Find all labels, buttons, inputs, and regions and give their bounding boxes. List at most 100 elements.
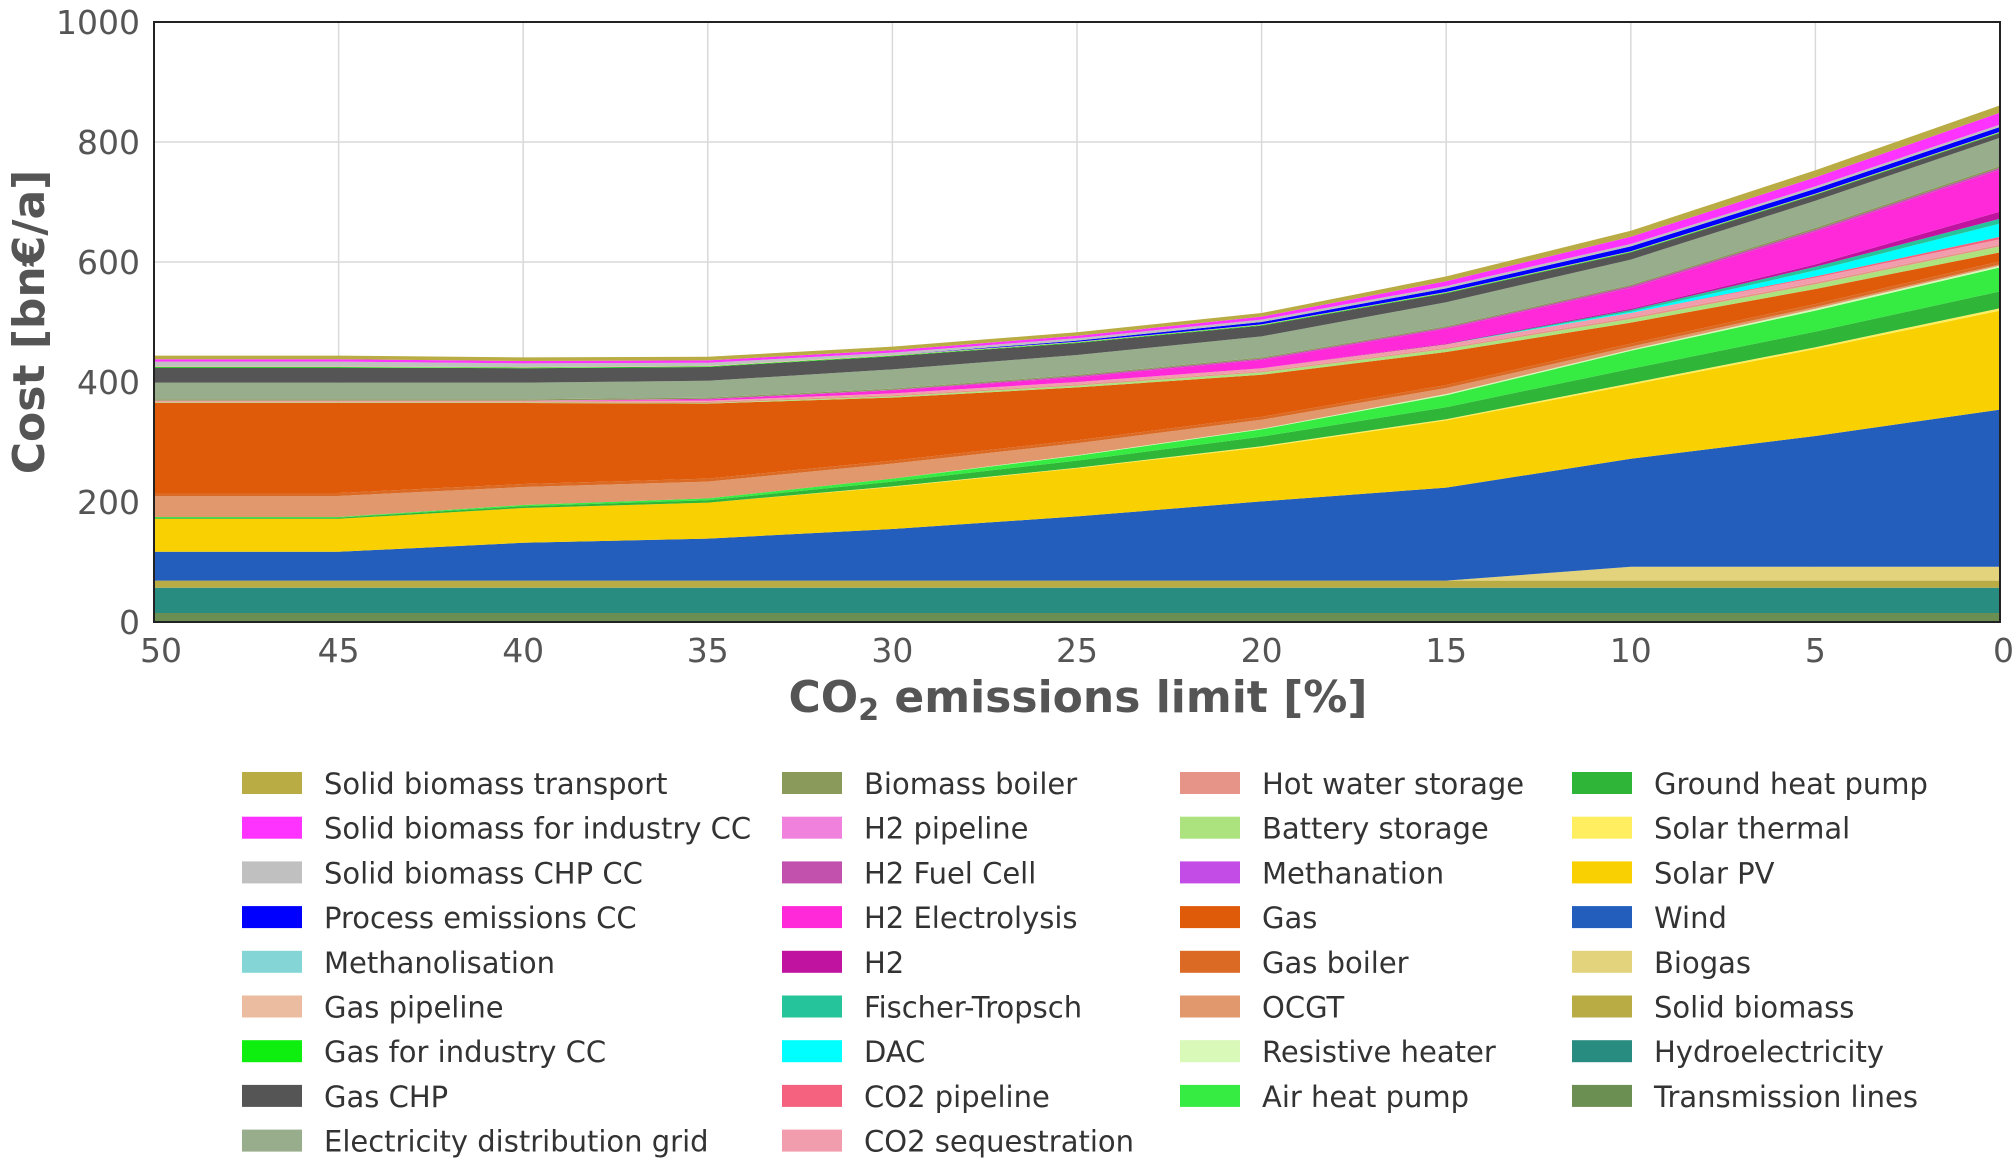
- area-series-hydroelectricity: [154, 587, 2000, 613]
- legend-item-hot-water-storage: Hot water storage: [1180, 767, 1524, 801]
- legend-swatch: [782, 950, 842, 973]
- legend-label: Solid biomass for industry CC: [324, 812, 751, 846]
- legend-label: Fischer-Tropsch: [864, 991, 1082, 1025]
- legend-label: Wind: [1654, 901, 1727, 935]
- area-series-wind: [154, 409, 2000, 581]
- area-series-solid-biomass-for-industry-cc: [154, 112, 2000, 364]
- legend-swatch: [242, 861, 302, 884]
- legend-swatch: [242, 950, 302, 973]
- legend-item-gas-boiler: Gas boiler: [1180, 946, 1409, 980]
- legend-label: Hot water storage: [1262, 767, 1524, 801]
- x-tick-label: 0: [1993, 631, 2012, 670]
- legend-label: H2 Fuel Cell: [864, 856, 1036, 890]
- legend-item-biomass-boiler: Biomass boiler: [782, 767, 1077, 801]
- legend-label: H2: [864, 946, 904, 980]
- x-axis-title: CO2 emissions limit [%]: [789, 672, 1368, 728]
- legend-item-ground-heat-pump: Ground heat pump: [1572, 767, 1928, 801]
- legend-swatch: [782, 1040, 842, 1063]
- legend-item-co2-pipeline: CO2 pipeline: [782, 1080, 1050, 1114]
- x-tick-label: 35: [687, 631, 729, 670]
- legend-item-hydroelectricity: Hydroelectricity: [1572, 1035, 1884, 1069]
- legend-swatch: [1180, 861, 1240, 884]
- area-series-process-emissions-cc: [154, 127, 2000, 367]
- legend-label: Air heat pump: [1262, 1080, 1469, 1114]
- legend-label: H2 Electrolysis: [864, 901, 1078, 935]
- area-layer: [154, 105, 2000, 622]
- legend-item-solar-pv: Solar PV: [1572, 856, 1775, 890]
- legend-swatch: [242, 1084, 302, 1107]
- legend-label: Solid biomass CHP CC: [324, 856, 643, 890]
- legend-label: OCGT: [1262, 991, 1345, 1025]
- x-axis-title-subscript: 2: [858, 693, 879, 728]
- legend-swatch: [782, 1084, 842, 1107]
- legend-item-solid-biomass-chp-cc: Solid biomass CHP CC: [242, 856, 643, 890]
- legend-item-ocgt: OCGT: [1180, 991, 1345, 1025]
- legend-item-gas-chp: Gas CHP: [242, 1080, 448, 1114]
- legend-label: CO2 pipeline: [864, 1080, 1050, 1114]
- legend-swatch: [782, 995, 842, 1018]
- area-series-solid-biomass-transport: [154, 105, 2000, 362]
- legend-swatch: [1180, 1040, 1240, 1063]
- y-axis-ticks: 0 200 400 600 800 1000: [56, 3, 140, 642]
- x-tick-label: 5: [1805, 631, 1826, 670]
- legend-swatch: [1180, 906, 1240, 929]
- legend-swatch: [1180, 995, 1240, 1018]
- legend-swatch: [1572, 816, 1632, 839]
- legend-swatch: [1572, 1040, 1632, 1063]
- legend-label: Gas boiler: [1262, 946, 1409, 980]
- legend-swatch: [782, 861, 842, 884]
- legend-item-gas: Gas: [1180, 901, 1317, 935]
- x-tick-label: 30: [871, 631, 913, 670]
- area-series-gas: [154, 252, 2000, 493]
- legend-item-dac: DAC: [782, 1035, 925, 1069]
- legend-swatch: [1572, 906, 1632, 929]
- x-tick-label: 40: [502, 631, 544, 670]
- legend-swatch: [242, 906, 302, 929]
- legend-swatch: [782, 1129, 842, 1152]
- x-axis-title-main: CO: [789, 672, 859, 723]
- legend-swatch: [1572, 861, 1632, 884]
- legend-label: Electricity distribution grid: [324, 1125, 709, 1159]
- legend-swatch: [1572, 772, 1632, 794]
- area-series-transmission-lines: [154, 613, 2000, 622]
- legend-label: Solid biomass: [1654, 991, 1854, 1025]
- legend-item-solid-biomass-transport: Solid biomass transport: [242, 767, 668, 801]
- y-tick-label: 600: [77, 243, 140, 282]
- area-series-solid-biomass: [154, 580, 2000, 588]
- y-tick-label: 0: [119, 603, 140, 642]
- legend-label: Resistive heater: [1262, 1035, 1496, 1069]
- legend-swatch: [242, 816, 302, 839]
- legend-item-h2-electrolysis: H2 Electrolysis: [782, 901, 1078, 935]
- legend-item-process-emissions-cc: Process emissions CC: [242, 901, 637, 935]
- legend-item-solid-biomass-for-industry-cc: Solid biomass for industry CC: [242, 812, 751, 846]
- y-tick-label: 200: [77, 483, 140, 522]
- legend-label: Solid biomass transport: [324, 767, 668, 801]
- legend-item-h2: H2: [782, 946, 904, 980]
- legend-item-electricity-distribution-grid: Electricity distribution grid: [242, 1125, 709, 1159]
- area-series-solar-pv: [154, 310, 2000, 552]
- x-tick-label: 15: [1425, 631, 1467, 670]
- legend-item-gas-for-industry-cc: Gas for industry CC: [242, 1035, 606, 1069]
- legend-swatch: [242, 1040, 302, 1063]
- legend-label: Hydroelectricity: [1654, 1035, 1884, 1069]
- legend-label: Gas for industry CC: [324, 1035, 606, 1069]
- legend-item-wind: Wind: [1572, 901, 1727, 935]
- legend-label: Solar PV: [1654, 856, 1775, 890]
- area-series-gas-chp: [154, 133, 2000, 383]
- legend-swatch: [782, 906, 842, 929]
- legend-swatch: [242, 1129, 302, 1152]
- legend-label: DAC: [864, 1035, 925, 1069]
- legend-label: Gas pipeline: [324, 991, 504, 1025]
- x-tick-label: 45: [318, 631, 360, 670]
- legend-label: Biogas: [1654, 946, 1751, 980]
- legend-swatch: [242, 772, 302, 794]
- legend-label: Process emissions CC: [324, 901, 637, 935]
- y-tick-label: 800: [77, 123, 140, 162]
- legend-label: Battery storage: [1262, 812, 1489, 846]
- legend-item-gas-pipeline: Gas pipeline: [242, 991, 504, 1025]
- legend-item-solar-thermal: Solar thermal: [1572, 812, 1850, 846]
- x-axis-ticks: 50 45 40 35 30 25 20 15 10 5 0: [140, 631, 2012, 670]
- legend-label: Methanolisation: [324, 946, 555, 980]
- legend-label: Ground heat pump: [1654, 767, 1928, 801]
- legend-swatch: [782, 772, 842, 794]
